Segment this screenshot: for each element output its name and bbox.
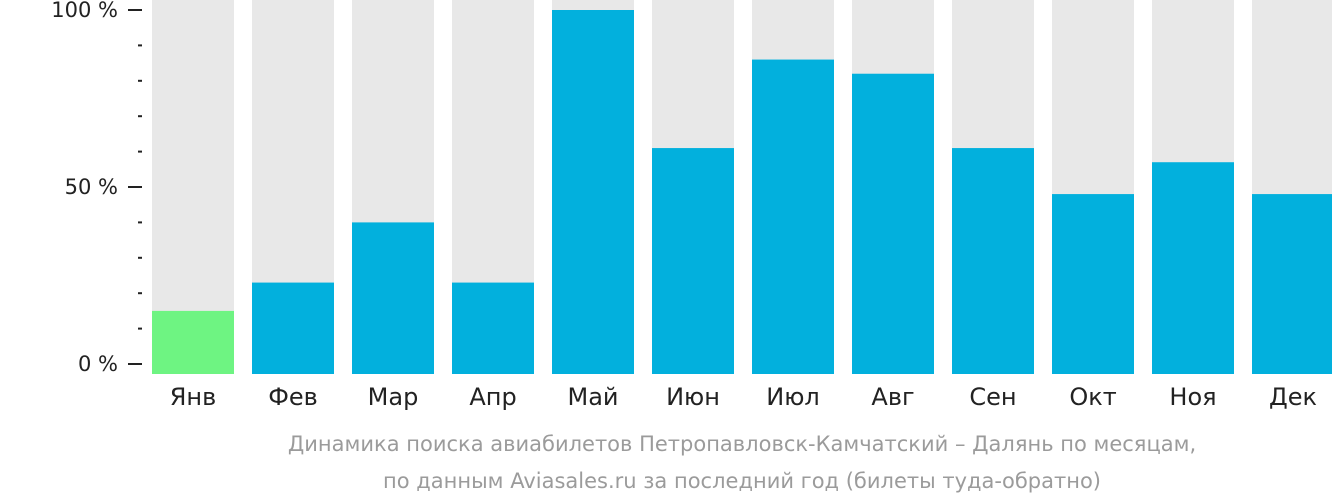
x-tick-label: Ноя (1169, 383, 1216, 411)
x-tick-label: Фев (268, 383, 318, 411)
bar-Апр (452, 282, 534, 374)
x-tick-label: Янв (170, 383, 217, 411)
bar-Июл (752, 59, 834, 375)
x-tick-label: Апр (469, 383, 516, 411)
bar-Июн (652, 148, 734, 374)
bar-Май (552, 10, 634, 374)
bar-Фев (252, 282, 334, 374)
x-axis: Янв Фев Мар Апр Май Июн Июл Авг Сен Окт Ноя Дек (170, 383, 1317, 411)
bar-Сен (952, 148, 1034, 374)
x-tick-label: Июн (666, 383, 720, 411)
x-tick-label: Авг (871, 383, 914, 411)
x-tick-label: Мар (368, 383, 419, 411)
bar-Мар (352, 222, 434, 374)
y-tick-label: 0 % (78, 352, 118, 376)
x-tick-label: Сен (969, 383, 1016, 411)
bar-Окт (1052, 194, 1134, 374)
bar-Дек (1252, 194, 1332, 374)
x-tick-label: Май (567, 383, 618, 411)
bar-Авг (852, 73, 934, 374)
bar-Ноя (1152, 162, 1234, 374)
x-tick-label: Окт (1069, 383, 1116, 411)
x-tick-label: Июл (766, 383, 820, 411)
y-axis: 100 % 50 % 0 % (51, 0, 142, 376)
bars (152, 0, 1332, 375)
chart-caption-line-2: по данным Aviasales.ru за последний год … (383, 469, 1101, 493)
x-tick-label: Дек (1269, 383, 1317, 411)
chart-caption-line-1: Динамика поиска авиабилетов Петропавловс… (288, 432, 1196, 456)
y-tick-label: 50 % (65, 175, 118, 199)
y-tick-label: 100 % (51, 0, 118, 22)
bar-Янв (152, 310, 234, 374)
